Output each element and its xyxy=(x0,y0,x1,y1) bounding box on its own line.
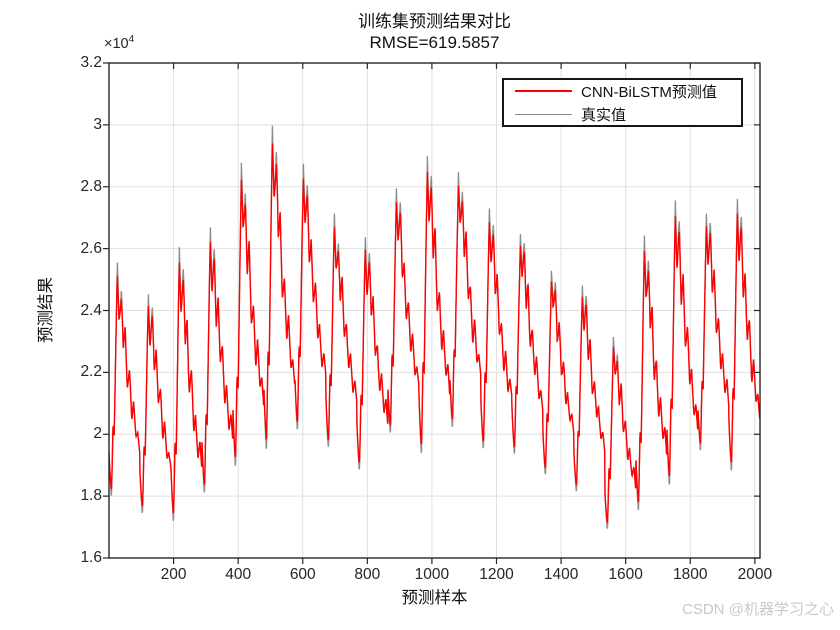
x-tick-label: 1600 xyxy=(608,566,643,583)
x-tick-label: 1400 xyxy=(543,566,579,583)
y-tick-label: 2.4 xyxy=(80,301,102,319)
y-tick-label: 2 xyxy=(93,425,102,443)
y-tick-label: 3.2 xyxy=(80,54,102,71)
x-tick-label: 800 xyxy=(354,566,381,583)
y-tick-label: 2.2 xyxy=(80,363,102,381)
x-tick-label: 2000 xyxy=(737,566,773,583)
y-tick-label: 1.8 xyxy=(80,487,102,505)
x-tick-label: 1800 xyxy=(673,566,708,583)
legend-line-sample-actual xyxy=(515,113,572,115)
x-tick-label: 200 xyxy=(160,566,187,583)
y-exponent-power: 4 xyxy=(128,34,135,45)
x-axis-label: 预测样本 xyxy=(401,589,468,607)
x-tick-label: 1200 xyxy=(479,566,514,583)
y-tick-label: 1.6 xyxy=(80,549,102,566)
series-line-actual xyxy=(108,125,761,529)
watermark: CSDN @机器学习之心 xyxy=(682,601,834,618)
legend-row-prediction: CNN-BiLSTM预测值 xyxy=(515,81,741,102)
y-axis-exponent: ×104 xyxy=(104,34,134,52)
chart-subtitle: RMSE=619.5857 xyxy=(369,33,500,52)
y-tick-label: 2.8 xyxy=(80,177,102,195)
y-tick-label: 2.6 xyxy=(80,239,102,257)
legend-label-prediction: CNN-BiLSTM预测值 xyxy=(581,83,717,101)
x-tick-label: 400 xyxy=(225,566,252,583)
legend-label-actual: 真实值 xyxy=(581,106,627,124)
x-tick-label: 600 xyxy=(289,566,316,583)
legend-line-sample-prediction xyxy=(515,90,572,92)
legend-row-actual: 真实值 xyxy=(515,104,741,125)
chart-title: 训练集预测结果对比 xyxy=(358,12,511,31)
y-exponent-base: ×10 xyxy=(104,35,129,52)
x-tick-label: 1000 xyxy=(414,566,450,583)
series-line-prediction xyxy=(108,143,761,523)
legend: CNN-BiLSTM预测值 真实值 xyxy=(502,78,743,127)
y-tick-label: 3 xyxy=(93,115,102,133)
